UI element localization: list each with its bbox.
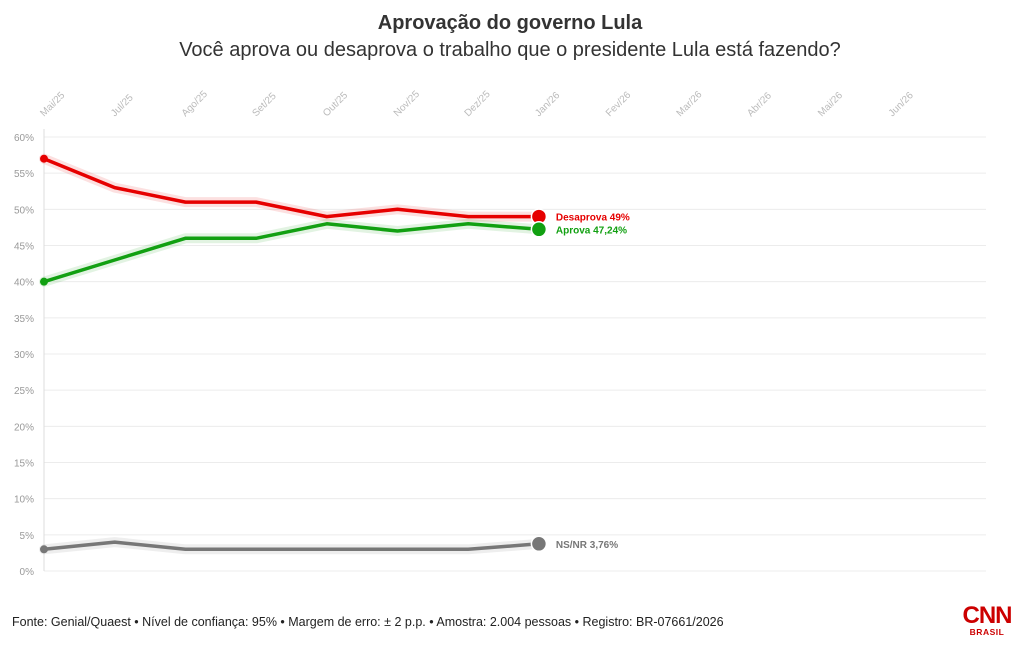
x-tick-label: Nov/25 (392, 89, 422, 119)
x-tick-label: Jun/26 (887, 90, 916, 119)
x-tick-label: Jan/26 (533, 90, 562, 119)
x-tick-label: Dez/25 (463, 89, 493, 119)
x-tick-label: Jul/25 (109, 92, 136, 119)
x-axis-ticks: Mai/25 Jul/25 Ago/25 Set/25 Out/25 Nov/25 Dez/… (38, 89, 916, 119)
end-labels: Desaprova 49%Aprova 47,24% NS/NR 3,76% (556, 213, 630, 551)
series-start-point (40, 545, 48, 554)
series-start-point (40, 277, 48, 286)
y-tick-label: 45% (14, 242, 34, 253)
y-tick-label: 15% (14, 459, 34, 470)
y-axis-ticks: 0% 5% 10% 15% 20% 25% 30% 35% 40% 45% 50% 55% 60% (14, 133, 34, 578)
y-tick-label: 60% (14, 133, 34, 144)
x-tick-label: Fev/26 (604, 89, 634, 119)
y-tick-label: 35% (14, 314, 34, 325)
y-tick-label: 55% (14, 169, 34, 180)
y-tick-label: 30% (14, 350, 34, 361)
series-end-label: NS/NR 3,76% (556, 540, 618, 551)
x-tick-label: Ago/25 (180, 89, 210, 119)
y-tick-label: 5% (20, 531, 35, 542)
series-lines (39, 153, 548, 555)
y-tick-label: 0% (20, 567, 35, 578)
cnn-brasil-logo: CNN BRASIL (963, 602, 1013, 637)
y-tick-label: 40% (14, 278, 34, 289)
chart-subtitle: Você aprova ou desaprova o trabalho que … (179, 39, 841, 61)
x-tick-label: Mai/25 (38, 90, 67, 119)
line-chart: 0% 5% 10% 15% 20% 25% 30% 35% 40% 45% 50% 55% 60% Ma… (14, 89, 986, 578)
series-start-point (40, 154, 48, 163)
series-end-point (530, 221, 548, 238)
x-tick-label: Mar/26 (675, 89, 705, 119)
series-line (42, 540, 541, 552)
x-tick-label: Abr/26 (745, 90, 774, 119)
chart-title: Aprovação do governo Lula (377, 12, 643, 34)
series-end-label: Aprova 47,24% (556, 225, 627, 236)
grid-lines (43, 129, 986, 572)
series-end-label: Desaprova 49% (556, 213, 630, 224)
y-tick-label: 50% (14, 205, 34, 216)
x-tick-label: Set/25 (250, 91, 279, 120)
x-tick-label: Mai/26 (816, 90, 845, 119)
y-tick-label: 20% (14, 422, 34, 433)
source-footnote: Fonte: Genial/Quaest • Nível de confianç… (12, 615, 724, 629)
y-tick-label: 10% (14, 495, 34, 506)
y-tick-label: 25% (14, 386, 34, 397)
logo-text: CNN (963, 602, 1012, 629)
series-line (42, 222, 541, 284)
series-line (42, 156, 541, 219)
x-tick-label: Out/25 (321, 90, 350, 119)
series-end-point (530, 535, 548, 553)
logo-subtext: BRASIL (970, 627, 1005, 637)
